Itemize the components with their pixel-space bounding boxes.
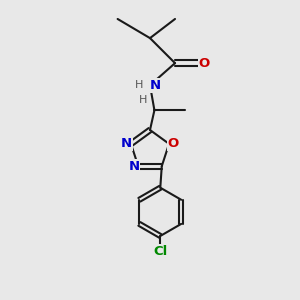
Text: N: N	[150, 79, 161, 92]
Text: H: H	[139, 95, 147, 105]
Text: O: O	[168, 137, 179, 150]
Text: N: N	[128, 160, 140, 173]
Text: H: H	[135, 80, 143, 90]
Text: N: N	[121, 137, 132, 150]
Text: Cl: Cl	[153, 245, 167, 258]
Text: O: O	[199, 57, 210, 70]
